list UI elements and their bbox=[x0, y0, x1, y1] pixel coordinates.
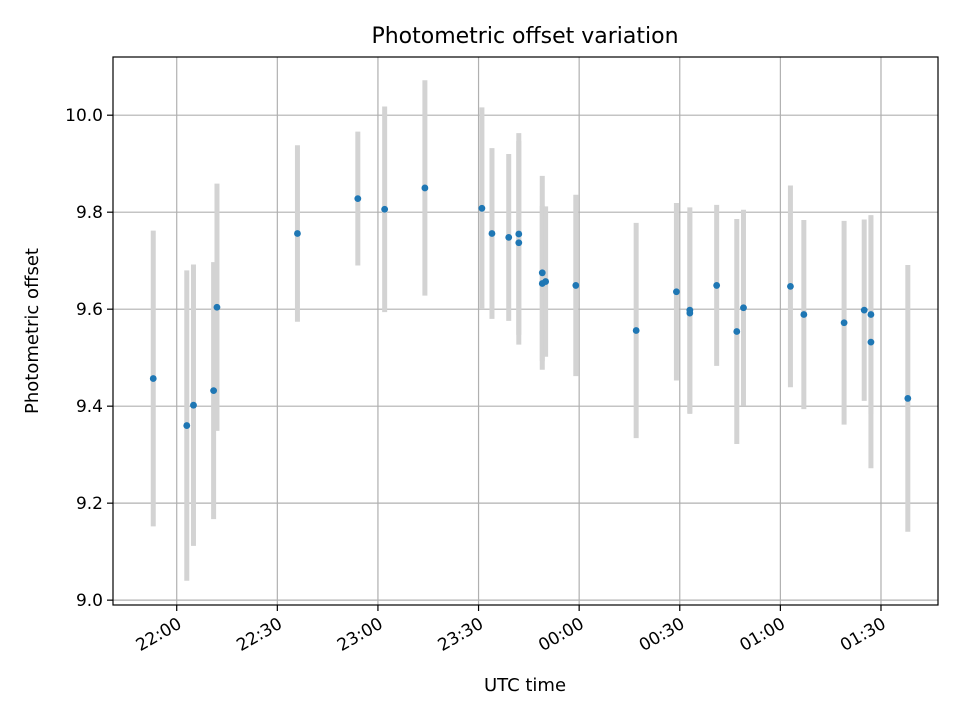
data-point bbox=[867, 338, 875, 346]
data-point bbox=[787, 282, 794, 290]
data-point bbox=[515, 239, 523, 247]
data-point bbox=[183, 422, 191, 429]
data-point bbox=[421, 184, 429, 192]
data-point bbox=[740, 304, 747, 312]
x-tick-label: 00:00 bbox=[535, 614, 587, 656]
grid-layer bbox=[113, 57, 938, 605]
data-point bbox=[800, 311, 808, 318]
data-point bbox=[840, 319, 848, 327]
data-point bbox=[381, 205, 389, 213]
data-point bbox=[904, 395, 912, 402]
data-point bbox=[515, 230, 523, 238]
x-tick-label: 01:00 bbox=[736, 614, 788, 656]
data-point bbox=[673, 288, 680, 296]
data-point bbox=[210, 387, 218, 395]
y-tick-label: 9.0 bbox=[76, 591, 103, 611]
x-tick-label: 22:00 bbox=[133, 614, 185, 656]
data-point bbox=[488, 230, 496, 237]
data-point bbox=[713, 282, 721, 289]
plot-frame bbox=[112, 56, 939, 606]
x-tick-label: 00:30 bbox=[636, 614, 688, 656]
y-tick-label: 9.2 bbox=[76, 494, 103, 514]
data-point bbox=[294, 230, 301, 237]
x-tick-label: 01:30 bbox=[837, 614, 889, 656]
data-point bbox=[860, 306, 868, 314]
data-point bbox=[867, 311, 875, 318]
point-layer bbox=[149, 184, 912, 429]
y-tick-label: 10.0 bbox=[65, 106, 103, 126]
data-point bbox=[572, 282, 580, 289]
data-point bbox=[733, 328, 741, 335]
x-axis-title: UTC time bbox=[484, 675, 566, 696]
data-point bbox=[190, 401, 197, 409]
x-tick-label: 22:30 bbox=[233, 614, 285, 656]
data-point bbox=[542, 278, 550, 285]
y-tick-label: 9.8 bbox=[76, 203, 103, 223]
y-tick-label: 9.6 bbox=[76, 300, 103, 320]
data-point bbox=[149, 375, 157, 382]
plot-background bbox=[113, 57, 938, 605]
data-point bbox=[505, 234, 513, 241]
data-point bbox=[538, 269, 546, 277]
x-tick-label: 23:00 bbox=[334, 614, 386, 656]
data-point bbox=[354, 195, 362, 203]
x-tick-label: 23:30 bbox=[435, 614, 487, 656]
y-axis-title: Photometric offset bbox=[22, 248, 43, 414]
data-point bbox=[478, 204, 486, 212]
chart-title: Photometric offset variation bbox=[371, 24, 678, 49]
data-point bbox=[213, 303, 221, 311]
data-point bbox=[686, 306, 694, 314]
y-tick-label: 9.4 bbox=[76, 397, 103, 417]
data-point bbox=[632, 327, 640, 334]
